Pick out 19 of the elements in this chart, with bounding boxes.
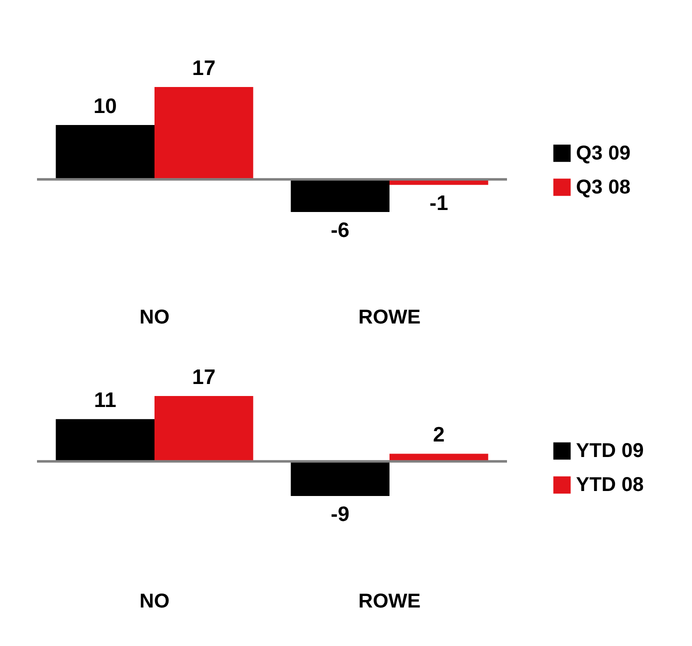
legend-label: YTD 09 (576, 440, 644, 462)
x-tick-label: NO (140, 306, 170, 328)
bar (56, 419, 154, 462)
data-label: -9 (330, 503, 350, 526)
x-tick-label: ROWE (358, 590, 421, 612)
data-label: 17 (192, 57, 216, 80)
x-tick-label: ROWE (358, 306, 421, 328)
data-label: -6 (330, 219, 350, 242)
data-label: -1 (430, 192, 448, 215)
legend-label: Q3 08 (576, 176, 630, 198)
data-label: 17 (192, 366, 216, 389)
legend-label: YTD 08 (576, 474, 644, 496)
bar (290, 461, 390, 496)
data-label: 10 (93, 95, 117, 118)
bar (154, 396, 254, 462)
x-tick-label: NO (140, 590, 170, 612)
legend-label: Q3 09 (576, 142, 630, 164)
data-label: 11 (94, 389, 117, 412)
data-label: 2 (433, 424, 445, 447)
